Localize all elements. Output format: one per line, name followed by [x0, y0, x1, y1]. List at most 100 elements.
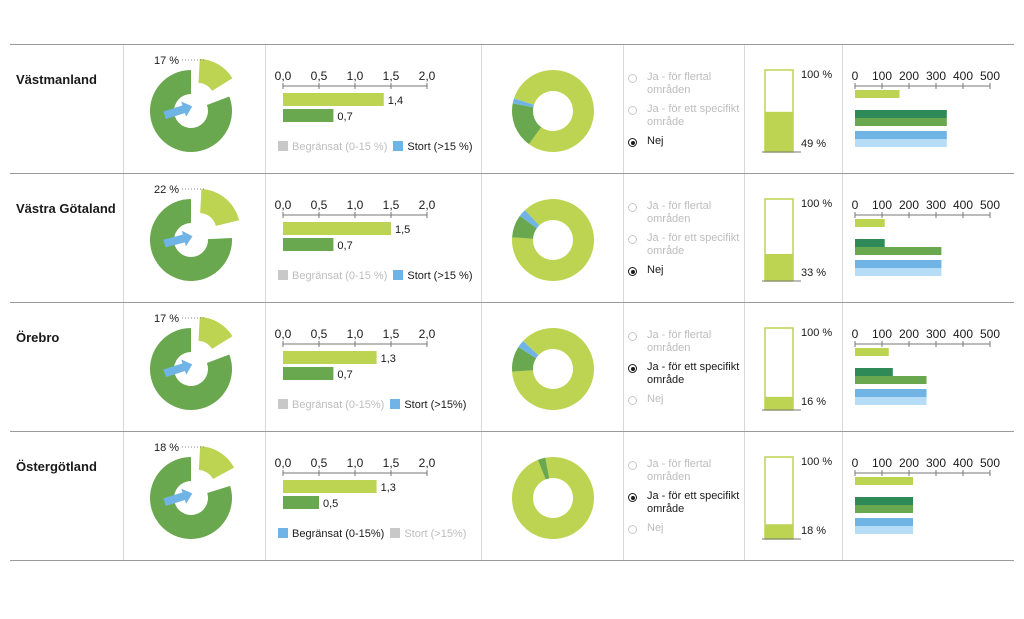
hbar [855, 90, 900, 98]
pie-slice-highlight [198, 58, 233, 91]
bar-axis-tick-label: 1,0 [347, 327, 364, 341]
pie-slice-group [198, 58, 233, 91]
bar-axis-tick-label: 0,5 [311, 456, 328, 470]
cell-col-6: 100 % 16 % [744, 303, 843, 431]
cell-col-2: 17 % [123, 45, 266, 173]
pie-slice-group [198, 446, 235, 479]
legend-swatch [278, 399, 288, 409]
pie-slice-main [150, 328, 232, 410]
bar-chart: 0,0 0,5 1,0 1,5 2,0 1,3 0,5 [275, 456, 436, 510]
cell-col-1: Västmanland [10, 45, 123, 173]
bar-legend: Begränsat (0-15%) Stort (>15%) [278, 528, 472, 540]
column-gauge: 100 % 33 % [762, 198, 832, 282]
radio-option-label: Ja - för flertal områden [647, 458, 712, 483]
bar-value-label: 0,7 [337, 369, 352, 381]
radio-icon [628, 74, 637, 83]
bar-axis-tick-label: 1,5 [383, 198, 400, 212]
bar-axis-tick-label: 2,0 [419, 456, 436, 470]
region-row: Örebro 17 % 0,0 0,5 1,0 1,5 2,0 1,3 0,7 Begränsat… [10, 302, 1014, 431]
column-fill [765, 396, 793, 410]
hbar-axis-tick-label: 0 [852, 456, 859, 470]
hbar-axis-tick-label: 300 [926, 456, 946, 470]
cell-col-3: 0,0 0,5 1,0 1,5 2,0 1,3 0,5 Begränsat (0-15%) St… [265, 432, 482, 560]
donut-slice [512, 347, 537, 372]
pie-slice-main [150, 199, 232, 281]
region-name: Västmanland [16, 72, 97, 87]
legend-item: Stort (>15 %) [393, 141, 473, 153]
radio-option-label: Nej [647, 264, 664, 276]
column-value-label: 33 % [801, 267, 826, 279]
legend-swatch [390, 399, 401, 409]
radio-option-label: Nej [647, 522, 664, 534]
bar-chart: 0,0 0,5 1,0 1,5 2,0 1,3 0,7 [275, 327, 436, 381]
radio-icon [628, 203, 637, 212]
donut-slice [512, 199, 594, 281]
donut-chart [512, 199, 594, 281]
pie-slice-highlight [198, 316, 233, 349]
hbar-axis-tick-label: 500 [980, 456, 1000, 470]
pie-arrow [163, 101, 193, 120]
hbar-axis-tick-label: 500 [980, 69, 1000, 83]
bar-axis-tick-label: 2,0 [419, 69, 436, 83]
hbar [855, 139, 947, 147]
pie-slice-group [198, 316, 233, 349]
donut-slice [512, 328, 594, 410]
hbar-axis-tick-label: 0 [852, 327, 859, 341]
bar-axis-tick-label: 1,5 [383, 69, 400, 83]
radio-icon [628, 525, 637, 534]
bar-axis-tick-label: 0,0 [275, 198, 292, 212]
donut-chart [512, 328, 594, 410]
bar-axis-tick-label: 1,0 [347, 198, 364, 212]
bar-axis-tick-label: 1,0 [347, 69, 364, 83]
hbar-axis-tick-label: 400 [953, 69, 973, 83]
cell-col-6: 100 % 33 % [744, 174, 843, 302]
radio-icon [628, 235, 637, 244]
pie-chart: 22 % [150, 184, 240, 281]
column-gauge: 100 % 49 % [762, 69, 832, 153]
bar-chart: 0,0 0,5 1,0 1,5 2,0 1,5 0,7 [275, 198, 436, 252]
column-value-label: 16 % [801, 396, 826, 408]
radio-icon [628, 332, 637, 341]
column-top-label: 100 % [801, 198, 832, 210]
donut-slice [512, 215, 537, 239]
cell-col-3: 0,0 0,5 1,0 1,5 2,0 1,5 0,7 Begränsat (0-15 %) S… [265, 174, 482, 302]
cell-col-3: 0,0 0,5 1,0 1,5 2,0 1,4 0,7 Begränsat (0-15 %) S… [265, 45, 482, 173]
hbar-axis-tick-label: 100 [872, 69, 892, 83]
bar-value-label: 1,3 [381, 482, 396, 494]
radio-option: Nej [628, 522, 757, 535]
column-value-label: 49 % [801, 138, 826, 150]
legend-swatch [278, 270, 288, 280]
cell-col-4 [481, 432, 624, 560]
bar-axis-tick-label: 2,0 [419, 327, 436, 341]
bar-chart: 0,0 0,5 1,0 1,5 2,0 1,4 0,7 [275, 69, 436, 123]
hbar [855, 389, 927, 397]
hbar-axis-tick-label: 400 [953, 198, 973, 212]
column-top-label: 100 % [801, 456, 832, 468]
cell-col-7: 0 100 200 300 400 500 [842, 174, 1015, 302]
donut-slice [512, 103, 542, 145]
region-row: Västra Götaland 22 % 0,0 0,5 1,0 1,5 2,0 1,5 0,7… [10, 173, 1014, 302]
legend-item: Begränsat (0-15%) [278, 399, 384, 411]
legend-swatch [278, 528, 288, 538]
radio-option-label: Ja - för ett specifikt område [647, 103, 740, 128]
hbar-axis-tick-label: 400 [953, 456, 973, 470]
cell-col-5: Ja - för flertal områden Ja - för ett spe… [623, 174, 745, 302]
radio-icon [628, 267, 637, 276]
legend-item: Begränsat (0-15 %) [278, 141, 387, 153]
legend-item: Stort (>15 %) [393, 270, 473, 282]
column-gauge: 100 % 16 % [762, 327, 832, 411]
hbar [855, 219, 885, 227]
bar-value-label: 0,7 [337, 240, 352, 252]
hbar-axis-tick-label: 300 [926, 198, 946, 212]
radio-option-label: Nej [647, 393, 664, 405]
cell-col-1: Västra Götaland [10, 174, 123, 302]
column-fill [765, 111, 793, 152]
hbar [855, 376, 927, 384]
radio-icon [628, 138, 637, 147]
pie-arrow [163, 488, 193, 507]
bar-axis-tick-label: 0,5 [311, 69, 328, 83]
hbar-axis-tick-label: 400 [953, 327, 973, 341]
bar-axis-tick-label: 1,0 [347, 456, 364, 470]
hbar [855, 260, 942, 268]
bar [283, 480, 377, 493]
